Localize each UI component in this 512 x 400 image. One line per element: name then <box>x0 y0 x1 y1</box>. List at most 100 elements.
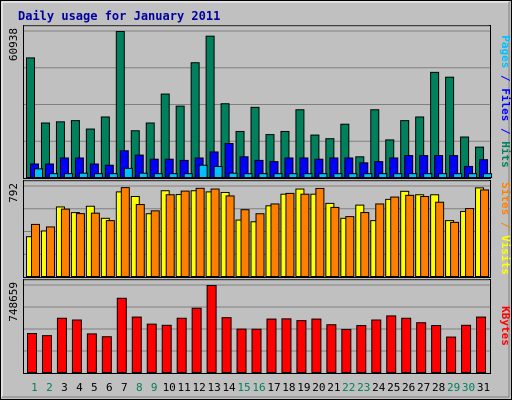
panel-kbytes: 748659 KBytes <box>7 279 512 374</box>
bar-kbytes-day-8 <box>131 316 142 374</box>
day-label-30: 30 <box>462 381 475 394</box>
bar-kbytes-day-19 <box>296 320 307 374</box>
series-hits <box>26 31 485 179</box>
panel-hits-files-pages: 60938 Pages / Files / Hits <box>7 25 512 179</box>
day-label-23: 23 <box>357 381 370 394</box>
day-label-14: 14 <box>222 381 236 394</box>
bar-sites-day-20 <box>315 187 325 277</box>
side-label-visits-sites: Sites / Visits <box>499 182 512 275</box>
day-label-8: 8 <box>136 381 143 394</box>
bar-pages-day-27 <box>423 173 433 179</box>
bar-sites-day-30 <box>465 208 475 277</box>
bar-sites-day-9 <box>150 210 160 277</box>
bar-sites-day-12 <box>195 187 205 277</box>
day-label-31: 31 <box>477 381 490 394</box>
bar-kbytes-day-10 <box>161 324 172 373</box>
bar-sites-day-6 <box>105 220 115 277</box>
bar-pages-day-8 <box>138 172 148 178</box>
bar-kbytes-day-12 <box>191 307 202 374</box>
bar-pages-day-3 <box>63 173 73 179</box>
day-label-19: 19 <box>297 381 310 394</box>
bar-pages-day-19 <box>303 173 313 179</box>
day-label-3: 3 <box>61 381 68 394</box>
day-label-17: 17 <box>267 381 280 394</box>
panel-visits-sites: 792 Sites / Visits <box>7 180 512 278</box>
bar-sites-day-4 <box>75 213 85 278</box>
day-label-2: 2 <box>46 381 53 394</box>
bar-kbytes-day-31 <box>476 316 487 374</box>
bar-pages-day-10 <box>168 173 178 179</box>
bar-pages-day-2 <box>48 173 58 179</box>
side-label-separator: / <box>499 121 512 141</box>
day-label-7: 7 <box>121 381 128 394</box>
side-label-separator: / <box>499 68 512 88</box>
bar-sites-day-19 <box>300 193 310 277</box>
bar-pages-day-29 <box>453 173 463 179</box>
side-label-kbytes: KBytes <box>499 306 512 346</box>
y-tick-label: 60938 <box>7 28 20 61</box>
day-label-27: 27 <box>417 381 430 394</box>
day-label-6: 6 <box>106 381 113 394</box>
day-label-29: 29 <box>447 381 460 394</box>
bar-kbytes-day-29 <box>446 336 457 374</box>
bar-kbytes-day-21 <box>326 324 337 374</box>
bar-pages-day-21 <box>333 173 343 179</box>
bar-pages-day-1 <box>34 168 43 178</box>
bar-kbytes-day-25 <box>386 315 397 374</box>
bar-kbytes-day-15 <box>236 328 247 373</box>
side-label-hits-files-pages: Pages / Files / Hits <box>499 35 512 168</box>
bar-kbytes-day-20 <box>311 318 322 374</box>
day-label-16: 16 <box>252 381 265 394</box>
bar-pages-day-9 <box>153 173 163 179</box>
bar-sites-day-15 <box>240 209 250 277</box>
bar-pages-day-31 <box>483 173 493 179</box>
series-kbytes <box>27 285 487 374</box>
day-label-28: 28 <box>432 381 445 394</box>
day-label-21: 21 <box>327 381 340 394</box>
day-label-15: 15 <box>237 381 250 394</box>
day-label-25: 25 <box>387 381 400 394</box>
day-label-1: 1 <box>31 381 38 394</box>
bar-sites-day-14 <box>225 195 235 278</box>
bar-kbytes-day-4 <box>71 319 82 373</box>
day-label-11: 11 <box>178 381 191 394</box>
bar-kbytes-day-23 <box>356 325 367 373</box>
bar-pages-day-5 <box>93 173 103 179</box>
side-label-pages: Pages <box>499 35 512 68</box>
day-label-13: 13 <box>207 381 220 394</box>
bar-sites-day-24 <box>375 203 385 277</box>
bar-sites-day-1 <box>31 223 40 278</box>
side-label-hits: Hits <box>499 141 512 168</box>
bar-hits-day-1 <box>26 57 35 178</box>
bar-pages-day-18 <box>288 173 298 179</box>
bar-sites-day-11 <box>180 190 190 277</box>
day-label-20: 20 <box>312 381 325 394</box>
bar-kbytes-day-18 <box>281 318 292 374</box>
bar-sites-day-31 <box>480 189 490 278</box>
day-label-26: 26 <box>402 381 415 394</box>
day-label-12: 12 <box>193 381 206 394</box>
bar-pages-day-16 <box>258 173 268 179</box>
bar-sites-day-18 <box>285 192 295 277</box>
bar-sites-day-7 <box>120 187 130 277</box>
day-label-18: 18 <box>282 381 295 394</box>
chart-title: Daily usage for January 2011 <box>18 9 220 23</box>
bar-sites-day-2 <box>45 226 55 277</box>
bar-kbytes-day-6 <box>101 336 112 374</box>
bar-pages-day-26 <box>408 173 418 179</box>
bar-sites-day-25 <box>390 196 400 277</box>
bar-sites-day-10 <box>165 194 175 277</box>
bar-sites-day-22 <box>345 216 355 277</box>
bar-pages-day-15 <box>243 173 253 179</box>
bar-kbytes-day-9 <box>146 323 157 374</box>
bar-sites-day-21 <box>330 206 340 278</box>
bar-kbytes-day-5 <box>86 333 97 374</box>
bar-pages-day-6 <box>108 173 118 179</box>
bar-kbytes-day-26 <box>401 317 412 373</box>
bar-kbytes-day-1 <box>27 333 37 374</box>
day-labels: 1 2 3 4 5 6 7 8 9 10 11 12 13 14 15 16 17 18 19 20 21 22 23 24 2… <box>31 381 490 394</box>
y-tick-label: 792 <box>7 183 20 203</box>
side-label-kbytes: KBytes <box>499 306 512 346</box>
bar-kbytes-day-16 <box>251 328 262 373</box>
bar-kbytes-day-27 <box>416 322 427 374</box>
